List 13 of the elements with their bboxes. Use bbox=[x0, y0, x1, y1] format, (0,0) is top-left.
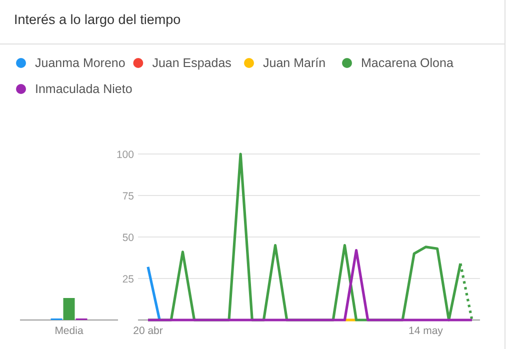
x-tick-label: 14 may bbox=[408, 325, 444, 337]
y-tick-label: 50 bbox=[122, 232, 134, 244]
x-tick-label: Media bbox=[54, 325, 84, 337]
y-tick-label: 75 bbox=[122, 190, 134, 202]
chart-title: Interés a lo largo del tiempo bbox=[14, 12, 181, 27]
y-tick-label: 100 bbox=[116, 149, 134, 161]
y-tick-label: 25 bbox=[122, 274, 134, 286]
legend-label: Juan Marín bbox=[263, 56, 326, 70]
legend-label: Juanma Moreno bbox=[35, 56, 126, 70]
legend-label: Inmaculada Nieto bbox=[35, 82, 132, 96]
legend-label: Macarena Olona bbox=[361, 56, 454, 70]
x-tick-label: 20 abr bbox=[133, 325, 164, 337]
legend-label: Juan Espadas bbox=[152, 56, 232, 70]
